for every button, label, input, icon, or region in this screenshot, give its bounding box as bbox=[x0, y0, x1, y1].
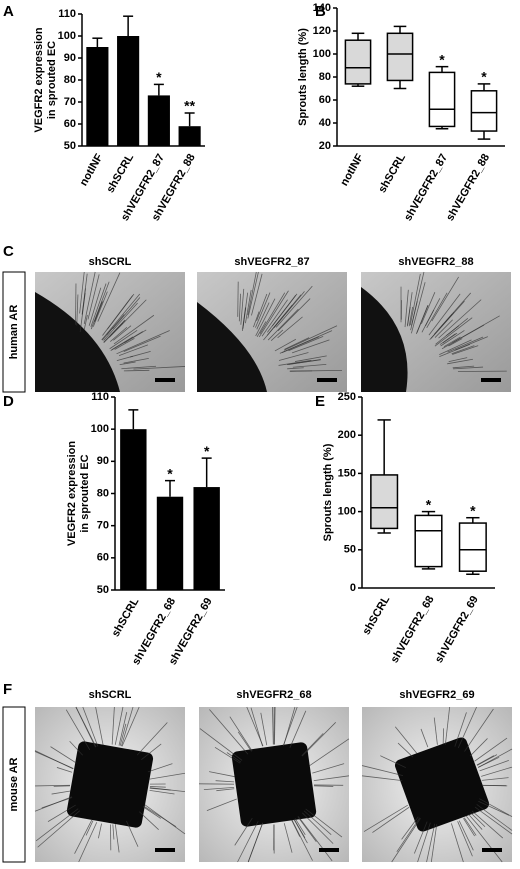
y-tick-label: 0 bbox=[350, 582, 356, 594]
scale-bar bbox=[319, 848, 339, 852]
y-tick-label: 20 bbox=[319, 140, 331, 152]
significance: * bbox=[470, 502, 476, 518]
y-tick-label: 150 bbox=[338, 467, 356, 479]
x-tick-label: shSCRL bbox=[360, 594, 392, 637]
bar bbox=[193, 487, 219, 590]
y-axis-label: VEGFR2 expression bbox=[66, 441, 78, 546]
bar bbox=[86, 47, 108, 146]
x-tick-label: shSCRL bbox=[376, 152, 408, 195]
x-tick-label: shSCRL bbox=[110, 596, 142, 639]
x-tick-label: notINF bbox=[78, 152, 106, 188]
scale-bar bbox=[317, 378, 337, 382]
bar bbox=[157, 497, 183, 590]
scale-bar bbox=[482, 848, 502, 852]
significance: * bbox=[426, 496, 432, 512]
significance: ** bbox=[184, 98, 195, 114]
image-title: shSCRL bbox=[89, 689, 132, 701]
significance: * bbox=[439, 51, 445, 67]
y-tick-label: 140 bbox=[313, 2, 331, 14]
y-axis-label: Sprouts length (%) bbox=[322, 443, 334, 541]
significance: * bbox=[481, 69, 487, 85]
x-tick-label: shVEGFR2_68 bbox=[389, 594, 437, 665]
y-tick-label: 250 bbox=[338, 391, 356, 403]
y-axis-label: Sprouts length (%) bbox=[297, 28, 309, 126]
y-axis-label: VEGFR2 expression bbox=[33, 27, 45, 132]
x-tick-label: notINF bbox=[338, 152, 366, 188]
y-tick-label: 60 bbox=[319, 94, 331, 106]
bar bbox=[120, 429, 146, 590]
y-axis-label: in sprouted EC bbox=[46, 41, 58, 119]
panel-letter: D bbox=[3, 393, 14, 410]
explant bbox=[66, 740, 154, 828]
box bbox=[429, 72, 454, 126]
significance: * bbox=[156, 69, 162, 85]
y-tick-label: 90 bbox=[64, 52, 76, 64]
y-tick-label: 100 bbox=[338, 506, 356, 518]
sprout bbox=[482, 785, 507, 786]
y-tick-label: 80 bbox=[97, 487, 109, 499]
y-tick-label: 40 bbox=[319, 117, 331, 129]
y-tick-label: 60 bbox=[64, 118, 76, 130]
y-tick-label: 100 bbox=[58, 30, 76, 42]
y-tick-label: 110 bbox=[58, 8, 76, 20]
panel-letter: C bbox=[3, 243, 14, 260]
y-tick-label: 60 bbox=[97, 552, 109, 564]
panel-letter: E bbox=[315, 393, 325, 410]
scale-bar bbox=[155, 378, 175, 382]
box bbox=[471, 91, 496, 131]
y-tick-label: 200 bbox=[338, 429, 356, 441]
significance: * bbox=[167, 465, 173, 481]
bar bbox=[117, 36, 139, 146]
panel-letter: F bbox=[3, 681, 12, 698]
box bbox=[460, 523, 487, 571]
box bbox=[387, 33, 412, 80]
y-tick-label: 70 bbox=[97, 520, 109, 532]
side-label: mouse AR bbox=[8, 757, 20, 811]
box bbox=[345, 40, 370, 84]
y-tick-label: 50 bbox=[344, 544, 356, 556]
image-title: shVEGFR2_87 bbox=[234, 256, 309, 268]
y-tick-label: 50 bbox=[97, 584, 109, 596]
bar bbox=[148, 95, 170, 146]
image-title: shVEGFR2_88 bbox=[398, 256, 473, 268]
image-title: shVEGFR2_68 bbox=[236, 689, 311, 701]
y-tick-label: 50 bbox=[64, 140, 76, 152]
sprout bbox=[54, 786, 70, 787]
scale-bar bbox=[481, 378, 501, 382]
y-tick-label: 100 bbox=[91, 423, 109, 435]
box bbox=[371, 475, 398, 528]
y-tick-label: 110 bbox=[91, 391, 109, 403]
x-tick-label: shVEGFR2_69 bbox=[433, 594, 481, 665]
y-axis-label: in sprouted EC bbox=[79, 454, 91, 532]
scale-bar bbox=[155, 848, 175, 852]
x-tick-label: shSCRL bbox=[104, 152, 136, 195]
x-tick-label: shVEGFR2_87 bbox=[402, 152, 450, 223]
box bbox=[415, 515, 442, 566]
y-tick-label: 80 bbox=[64, 74, 76, 86]
bar bbox=[179, 126, 201, 146]
x-tick-label: shVEGFR2_88 bbox=[444, 152, 492, 223]
y-tick-label: 100 bbox=[313, 48, 331, 60]
side-label: human AR bbox=[8, 305, 20, 360]
panel-letter: A bbox=[3, 3, 14, 20]
significance: * bbox=[204, 443, 210, 459]
image-title: shVEGFR2_69 bbox=[399, 689, 474, 701]
y-tick-label: 70 bbox=[64, 96, 76, 108]
y-tick-label: 120 bbox=[313, 25, 331, 37]
y-tick-label: 80 bbox=[319, 71, 331, 83]
y-tick-label: 90 bbox=[97, 455, 109, 467]
image-title: shSCRL bbox=[89, 256, 132, 268]
